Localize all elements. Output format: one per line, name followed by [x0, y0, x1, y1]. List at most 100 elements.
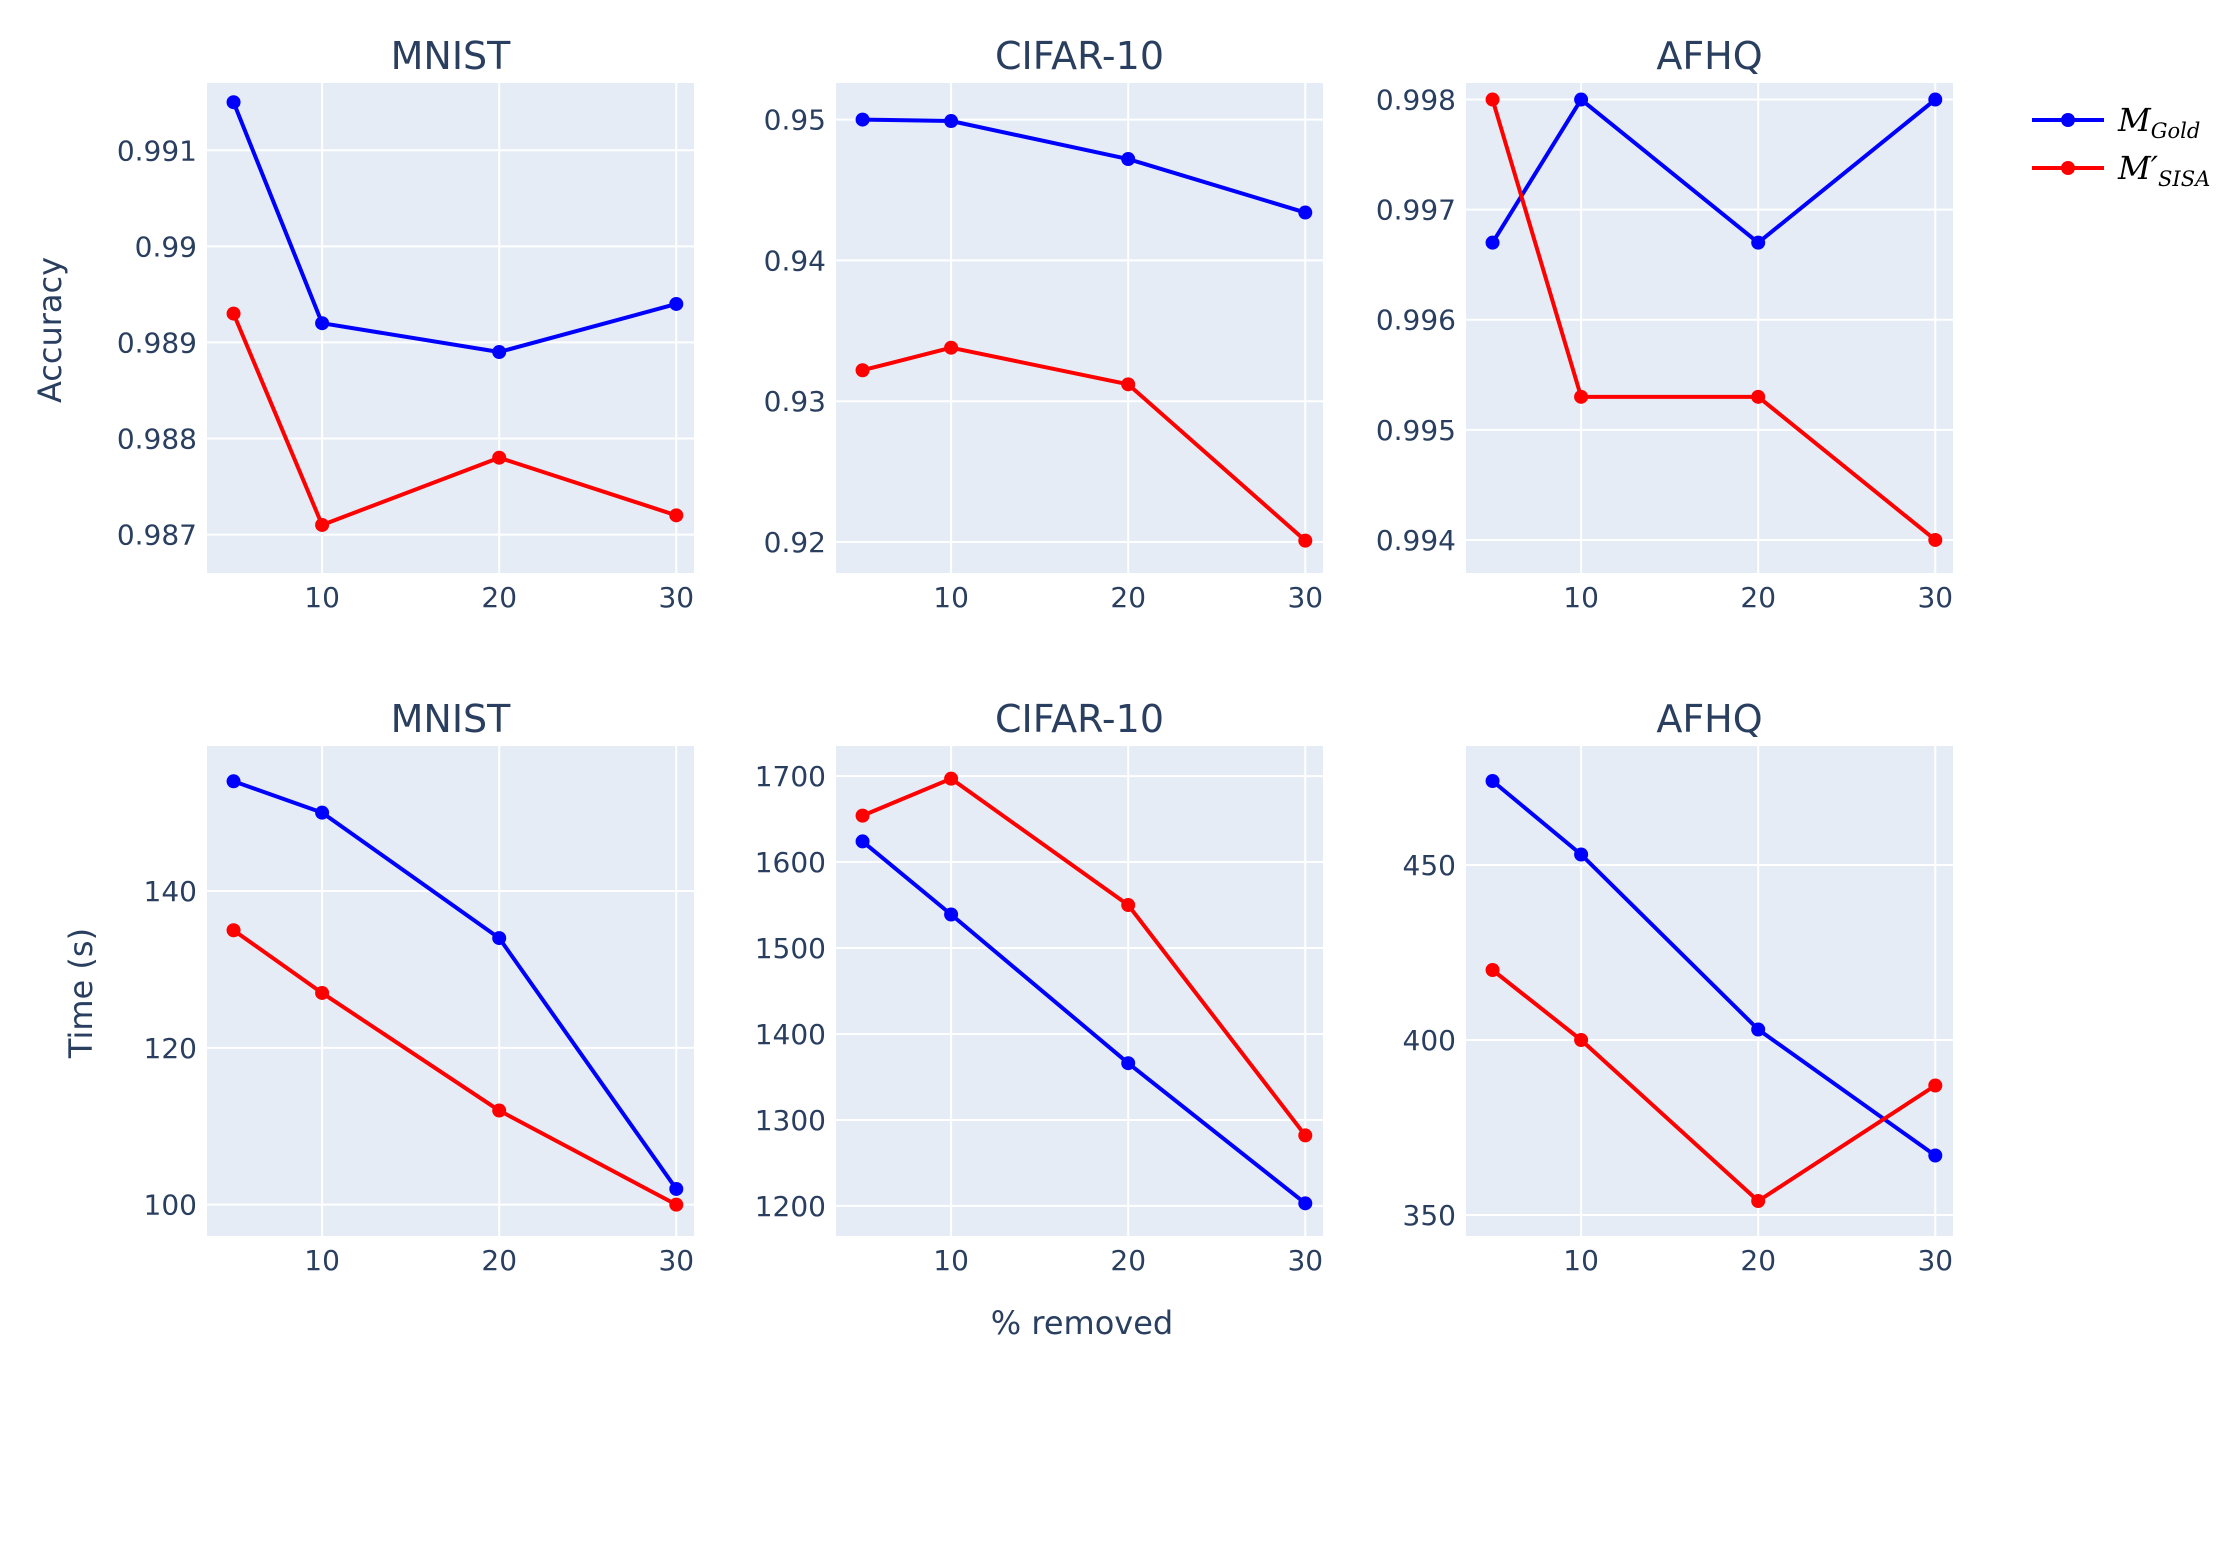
- data-point: [315, 316, 330, 331]
- data-point: [492, 345, 507, 360]
- series-line-2: [1491, 968, 1937, 1203]
- data-point: [669, 296, 684, 311]
- data-point: [944, 907, 959, 922]
- y-tick-label: 100: [144, 1189, 197, 1222]
- data-point: [1485, 235, 1500, 250]
- data-point: [1574, 847, 1589, 862]
- subplot-title: CIFAR-10: [995, 697, 1164, 741]
- y-tick-label: 0.989: [117, 326, 197, 359]
- series-line-2: [862, 345, 1307, 543]
- x-tick-label: 10: [304, 581, 340, 614]
- y-tick-label: 450: [1403, 849, 1456, 882]
- data-point: [1574, 1033, 1589, 1047]
- subplot-6: 10 20 30 350 400 450 AFHQ: [1403, 697, 1954, 1277]
- x-tick-label: 30: [1287, 1244, 1323, 1277]
- y-tick-label: 120: [144, 1032, 197, 1065]
- y-axis-title-accuracy: Accuracy: [31, 257, 69, 403]
- subplot-title: MNIST: [391, 34, 512, 78]
- y-tick-label: 1300: [755, 1104, 826, 1137]
- x-tick-label: 30: [658, 581, 694, 614]
- legend-item: MGold: [2032, 101, 2200, 143]
- series-line-2: [1490, 98, 1937, 542]
- y-tick-label: 0.94: [764, 244, 826, 277]
- legend-marker: [2061, 113, 2075, 127]
- x-tick-label: 20: [1110, 1244, 1146, 1277]
- data-point: [669, 1181, 684, 1196]
- data-point: [1751, 235, 1766, 250]
- x-tick-label: 10: [1563, 581, 1599, 614]
- series-line-1: [861, 839, 1307, 1205]
- data-point: [855, 808, 870, 823]
- data-point: [669, 508, 684, 523]
- x-tick-label: 20: [1740, 1244, 1776, 1277]
- subplot-5: 10 20 30 1200 1300 1400 1500 1600 1700 CIFAR-10: [755, 697, 1323, 1277]
- plot-area: [836, 746, 1323, 1236]
- y-tick-label: 0.987: [117, 519, 197, 552]
- series-line-2: [861, 776, 1307, 1137]
- x-tick-label: 20: [481, 581, 517, 614]
- series-line-2: [231, 312, 677, 527]
- data-point: [855, 834, 870, 849]
- subplot-1: 10 20 30 0.987 0.988 0.989 0.99 0.991 MNIST: [117, 34, 694, 614]
- y-tick-label: 0.995: [1376, 414, 1456, 447]
- data-point: [1298, 1196, 1313, 1211]
- y-tick-label: 1700: [755, 760, 826, 793]
- data-point: [1928, 1148, 1943, 1163]
- y-tick-label: 1200: [755, 1190, 826, 1223]
- data-point: [1485, 774, 1500, 788]
- data-point: [855, 112, 870, 127]
- data-point: [492, 931, 507, 946]
- data-point: [1121, 152, 1136, 167]
- data-point: [855, 363, 870, 378]
- y-tick-label: 0.99: [135, 230, 197, 263]
- data-point: [1928, 92, 1943, 107]
- x-axis-title: % removed: [991, 1304, 1173, 1342]
- data-point: [1751, 389, 1766, 404]
- data-point: [1298, 533, 1313, 548]
- data-point: [1928, 532, 1943, 547]
- data-point: [492, 450, 507, 465]
- x-tick-label: 20: [481, 1244, 517, 1277]
- subplot-title: MNIST: [391, 697, 512, 741]
- y-tick-label: 0.997: [1376, 194, 1456, 227]
- series-line-1: [1491, 779, 1937, 1158]
- legend-label: M′SISA: [2117, 149, 2210, 191]
- y-axis-title-time: Time (s): [62, 928, 100, 1059]
- legend-label: MGold: [2117, 101, 2200, 143]
- y-tick-label: 0.95: [764, 104, 826, 137]
- y-tick-label: 1500: [755, 932, 826, 965]
- legend-marker: [2061, 161, 2075, 175]
- data-point: [1928, 1078, 1943, 1093]
- y-tick-label: 140: [144, 875, 197, 908]
- series-line-1: [232, 779, 678, 1191]
- data-point: [315, 985, 330, 1000]
- subplot-title: CIFAR-10: [995, 34, 1164, 78]
- y-tick-label: 1600: [755, 846, 826, 879]
- plot-area: [1466, 83, 1953, 573]
- x-tick-label: 30: [1917, 581, 1953, 614]
- subplot-title: AFHQ: [1656, 34, 1762, 78]
- legend: MGold M′SISA: [2032, 101, 2210, 191]
- y-tick-label: 0.991: [117, 134, 197, 167]
- x-tick-label: 20: [1110, 581, 1146, 614]
- y-tick-label: 0.996: [1376, 304, 1456, 337]
- y-tick-label: 1400: [755, 1018, 826, 1051]
- data-point: [1751, 1194, 1766, 1208]
- data-point: [944, 114, 959, 129]
- data-point: [315, 517, 330, 532]
- x-tick-label: 30: [1917, 1244, 1953, 1277]
- x-tick-label: 10: [1563, 1244, 1599, 1277]
- data-point: [944, 771, 959, 786]
- x-tick-label: 20: [1740, 581, 1776, 614]
- x-tick-label: 30: [1287, 581, 1323, 614]
- data-point: [492, 1103, 507, 1118]
- x-tick-label: 10: [304, 1244, 340, 1277]
- data-point: [226, 923, 241, 938]
- plot-area: [207, 746, 694, 1236]
- series-line-1: [862, 117, 1306, 215]
- subplot-4: 10 20 30 100 120 140 MNIST: [144, 697, 695, 1277]
- data-point: [669, 1197, 684, 1212]
- plot-area: [836, 83, 1323, 573]
- legend-item: M′SISA: [2032, 149, 2210, 191]
